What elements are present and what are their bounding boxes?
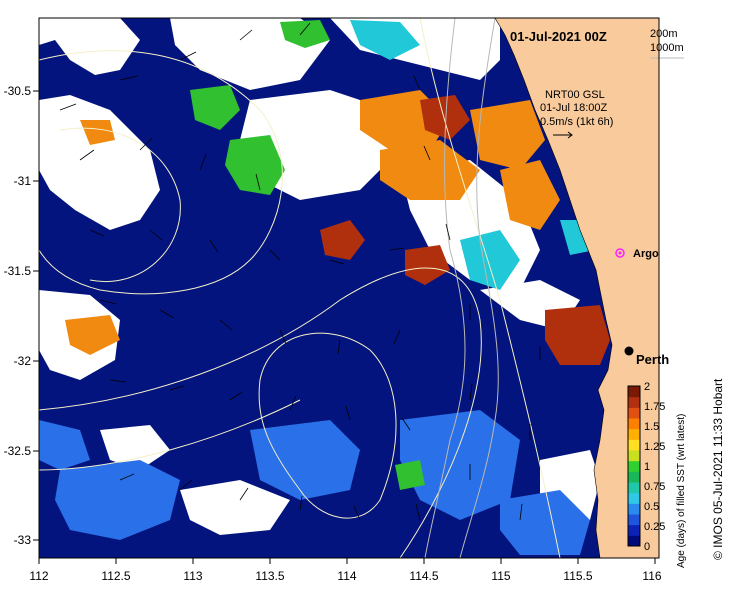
x-tick-label: 113 (183, 569, 202, 583)
isobath-label-1000m: 1000m (650, 42, 684, 54)
x-tick-labels: 112 112.5 113 113.5 114 114.5 115 115.5 … (29, 569, 661, 583)
y-tick-labels: -30.5 -31 -31.5 -32 -32.5 -33 (4, 84, 32, 547)
isobath-label-200m: 200m (650, 28, 678, 40)
colorbar-title: Age (days) of filled SST (wrt latest) (676, 413, 687, 568)
x-tick-label: 114 (337, 569, 356, 583)
colorbar-swatch (628, 471, 640, 483)
x-tick-label: 113.5 (255, 569, 284, 583)
colorbar-tick-labels: 0 0.25 0.5 0.75 1 1.25 1.5 1.75 2 (644, 381, 665, 553)
colorbar-border (627, 385, 641, 547)
y-tick-label: -32.5 (4, 444, 32, 458)
map-panel (39, 18, 659, 558)
x-tick-label: 116 (642, 569, 661, 583)
x-tick-label: 115.5 (563, 569, 592, 583)
x-tick-label: 115 (491, 569, 510, 583)
colorbar-swatch (628, 396, 640, 408)
colorbar-swatch (628, 386, 640, 398)
colorbar-swatch (628, 514, 640, 526)
map-title: 01-Jul-2021 00Z (510, 29, 607, 44)
y-tick-label: -30.5 (4, 84, 32, 98)
current-source-label: NRT00 GSL (545, 89, 605, 101)
colorbar-swatch (628, 460, 640, 472)
argo-marker[interactable] (615, 248, 625, 258)
colorbar-tick-label: 0.5 (644, 501, 659, 513)
colorbar-swatch (628, 524, 640, 536)
sst-age-patches-brown (320, 95, 610, 365)
colorbar-swatch (628, 450, 640, 462)
colorbar-tick-label: 0.75 (644, 481, 665, 493)
colorbar-swatch (628, 407, 640, 419)
sst-age-patches-green (190, 20, 425, 490)
colorbar-swatch (628, 492, 640, 504)
colorbar-swatch (628, 428, 640, 440)
current-scale-label: 0.5m/s (1kt 6h) (540, 116, 613, 128)
sst-contours (39, 18, 561, 558)
map-border (38, 17, 660, 559)
colorbar-swatch (628, 418, 640, 430)
colorbar-tick-label: 0.25 (644, 521, 665, 533)
credit-text: © IMOS 05-Jul-2021 11:33 Hobart (711, 378, 725, 560)
colorbar-swatch (628, 482, 640, 494)
x-tick-label: 112 (29, 569, 48, 583)
colorbar-swatch (628, 503, 640, 515)
y-tick-label: -31 (14, 174, 32, 188)
colorbar-tick-label: 1 (644, 461, 650, 473)
colorbar-tick-label: 1.5 (644, 421, 659, 433)
colorbar-swatch (628, 439, 640, 451)
x-tick-label: 112.5 (101, 569, 130, 583)
colorbar-tick-label: 0 (644, 541, 650, 553)
colorbar-tick-label: 1.25 (644, 441, 665, 453)
current-time-label: 01-Jul 18:00Z (540, 102, 608, 114)
place-label-argo: Argo (633, 248, 659, 260)
colorbar-swatches (628, 386, 640, 547)
y-tick-label: -33 (14, 533, 32, 547)
sst-age-patches-blue (39, 410, 590, 555)
colorbar-tick-label: 2 (644, 381, 650, 393)
y-tick-label: -32 (14, 354, 32, 368)
y-axis (33, 90, 39, 541)
current-vectors (59, 22, 541, 521)
colorbar-swatch (628, 535, 640, 547)
current-scale-arrow (553, 131, 573, 139)
isobaths (424, 18, 499, 558)
y-tick-label: -31.5 (4, 264, 32, 278)
x-axis (38, 558, 656, 564)
colorbar-tick-label: 1.75 (644, 401, 665, 413)
place-label-perth: Perth (636, 352, 669, 367)
x-tick-label: 114.5 (409, 569, 438, 583)
perth-marker[interactable] (624, 346, 634, 356)
colorbar: 0 0.25 0.5 0.75 1 1.25 1.5 1.75 2 (627, 381, 665, 553)
land-australia (494, 18, 659, 558)
